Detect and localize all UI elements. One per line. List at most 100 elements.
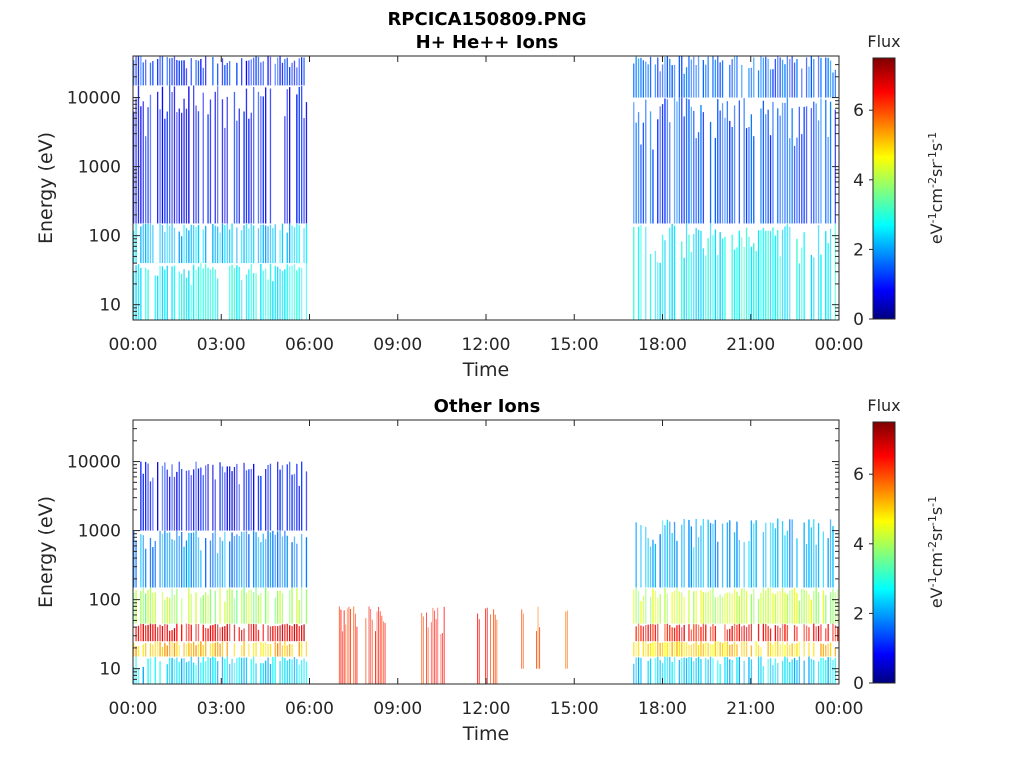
heatmap-cell: [772, 69, 774, 98]
heatmap-cell: [296, 659, 298, 684]
heatmap-cell: [676, 625, 678, 642]
heatmap-cell: [781, 660, 784, 684]
heatmap-cell: [171, 223, 173, 264]
heatmap-cell: [173, 265, 176, 320]
heatmap-cell: [197, 60, 200, 86]
heatmap-cell: [748, 657, 750, 684]
heatmap-cell: [281, 593, 284, 624]
heatmap-cell: [815, 626, 817, 642]
heatmap-cell: [647, 660, 649, 684]
heatmap-cell: [274, 63, 276, 86]
heatmap-cell: [789, 59, 791, 98]
heatmap-cell: [181, 112, 183, 224]
heatmap-cell: [269, 663, 272, 684]
heatmap-cell: [169, 85, 171, 224]
heatmap-cell: [760, 592, 762, 624]
heatmap-cell: [832, 623, 834, 642]
heatmap-cell: [188, 86, 190, 224]
heatmap-cell: [171, 588, 173, 624]
y-tick-label: 100: [89, 591, 121, 611]
heatmap-cell: [293, 264, 296, 320]
heatmap-cell: [164, 231, 166, 264]
heatmap-cell: [245, 531, 248, 588]
heatmap-cell: [253, 643, 255, 657]
heatmap-cell: [262, 61, 264, 86]
heatmap-cell: [738, 595, 741, 624]
heatmap-cell: [149, 538, 152, 588]
heatmap-cell: [183, 224, 185, 264]
heatmap-cell: [762, 531, 765, 588]
heatmap-cell: [743, 660, 745, 684]
heatmap-cell: [774, 625, 777, 642]
x-tick-label: 06:00: [285, 699, 334, 719]
heatmap-cell: [690, 252, 693, 320]
heatmap-cell: [298, 267, 300, 320]
heatmap-cell: [272, 657, 274, 684]
x-tick-label: 00:00: [815, 699, 864, 719]
heatmap-region: [133, 641, 308, 657]
heatmap-cell: [164, 462, 166, 531]
heatmap-cell: [257, 91, 260, 224]
heatmap-cell: [697, 537, 700, 588]
heatmap-cell: [781, 588, 784, 624]
heatmap-cell: [659, 643, 661, 657]
heatmap-cell: [642, 60, 645, 98]
heatmap-cell: [661, 663, 664, 684]
heatmap-cell: [657, 641, 659, 657]
heatmap-cell: [820, 98, 822, 224]
heatmap-cell: [493, 609, 495, 684]
heatmap-cell: [808, 627, 810, 642]
colorbar: Flux 0 2 4 6 eV-1cm-2sr-1s-1: [853, 396, 946, 694]
heatmap-cell: [697, 644, 700, 657]
heatmap-cell: [719, 110, 721, 224]
y-tick-label: 10000: [67, 89, 121, 109]
heatmap-cell: [161, 225, 164, 264]
heatmap-cell: [262, 624, 264, 642]
heatmap-cell: [791, 108, 793, 224]
heatmap-cell: [693, 234, 695, 320]
heatmap-cell: [181, 236, 183, 264]
heatmap-cell: [183, 60, 185, 86]
heatmap-cell: [229, 61, 231, 86]
heatmap-cell: [236, 463, 238, 531]
heatmap-cell: [154, 624, 156, 642]
heatmap-cell: [707, 519, 709, 588]
heatmap-cell: [195, 592, 197, 624]
heatmap-cell: [705, 624, 707, 642]
heatmap-cell: [207, 628, 209, 642]
heatmap-cell: [810, 56, 813, 98]
heatmap-cell: [257, 228, 260, 264]
heatmap-cell: [729, 592, 731, 624]
heatmap-cell: [647, 64, 649, 98]
heatmap-cell: [224, 472, 226, 531]
heatmap-cell: [190, 224, 192, 264]
heatmap-cell: [301, 461, 303, 531]
heatmap-cell: [137, 85, 140, 224]
heatmap-cell: [774, 658, 777, 684]
heatmap-cell: [173, 658, 176, 684]
heatmap-cell: [820, 624, 822, 642]
heatmap-cell: [255, 532, 257, 588]
heatmap-cell: [784, 656, 786, 684]
heatmap-cell: [305, 661, 308, 684]
heatmap-region: [140, 461, 308, 531]
heatmap-cell: [378, 606, 380, 684]
heatmap-cell: [176, 657, 178, 684]
heatmap-cell: [796, 137, 798, 224]
heatmap-cell: [688, 56, 690, 98]
heatmap-cell: [673, 97, 676, 224]
y-tick-label: 10: [99, 660, 121, 680]
heatmap-cell: [729, 659, 731, 684]
x-tick-label: 21:00: [726, 335, 775, 355]
heatmap-cell: [796, 238, 798, 320]
heatmap-cell: [253, 463, 255, 531]
heatmap-cell: [702, 623, 705, 642]
heatmap-cell: [221, 99, 224, 224]
heatmap-cell: [808, 66, 810, 98]
heatmap-cell: [267, 625, 269, 642]
heatmap-cell: [813, 623, 815, 642]
heatmap-cell: [719, 594, 721, 624]
heatmap-cell: [808, 519, 810, 588]
heatmap-cell: [753, 523, 755, 588]
heatmap-cell: [767, 587, 769, 624]
